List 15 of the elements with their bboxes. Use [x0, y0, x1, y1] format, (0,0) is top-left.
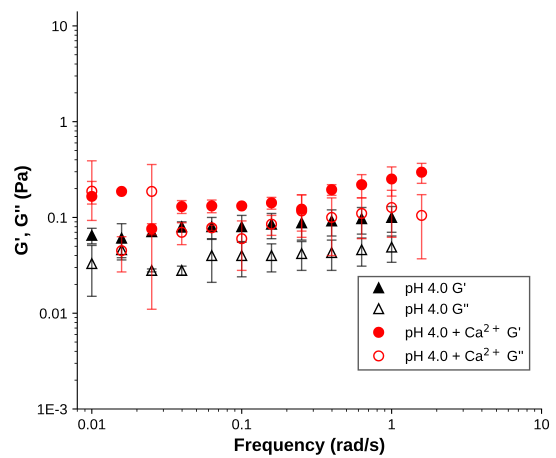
legend-label: pH 4.0 + Ca$^{2+}$ G' [406, 324, 520, 340]
y-tick-label: 1 [60, 116, 67, 127]
legend-label: pH 4.0 + Ca$^{2+}$ G'' [406, 348, 523, 364]
x-tick-label: 10 [534, 419, 550, 430]
x-axis-title: Frequency (rad/s) [234, 438, 384, 455]
y-axis-title: G', G'' (Pa) [14, 166, 32, 255]
y-tick-label: 0.01 [40, 308, 67, 319]
y-tick-label: 1E-3 [38, 404, 67, 414]
legend-label: pH 4.0 G'' [406, 304, 468, 317]
y-tick-label: 10 [52, 21, 67, 32]
x-tick-label: 0.1 [232, 419, 252, 430]
y-tick-label: 0.1 [48, 212, 67, 223]
x-tick-label: 1 [388, 419, 395, 430]
x-tick-label: 0.01 [78, 419, 106, 430]
legend-label: pH 4.0 G' [406, 282, 466, 296]
